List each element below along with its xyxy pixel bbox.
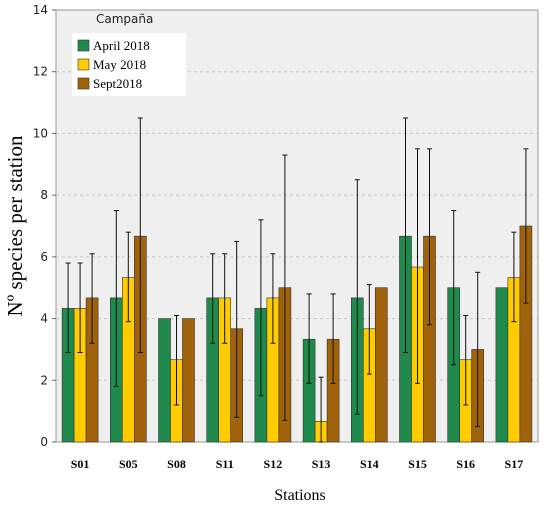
legend-label: April 2018 — [93, 38, 150, 53]
y-axis-title: Nº species per station — [3, 135, 27, 316]
x-category-label: S16 — [456, 457, 475, 471]
x-category-label: S13 — [312, 457, 331, 471]
y-axis-ticks: 0 2 4 6 8 10 12 14 — [33, 3, 56, 449]
legend-box — [72, 33, 186, 96]
bar-S08-2 — [182, 318, 195, 443]
x-category-label: S08 — [167, 457, 186, 471]
y-tick-label: 10 — [33, 126, 48, 140]
x-category-label: S01 — [71, 457, 90, 471]
legend: Campaña April 2018 May 2018 Sept2018 — [72, 12, 186, 96]
x-axis-title: Stations — [274, 487, 326, 504]
y-tick-label: 14 — [33, 3, 48, 17]
legend-label: Sept2018 — [93, 76, 142, 91]
legend-swatch — [77, 39, 90, 52]
error-bars — [65, 117, 529, 443]
x-category-label: S14 — [360, 457, 379, 471]
legend-label: May 2018 — [93, 57, 146, 72]
x-category-label: S17 — [505, 457, 524, 471]
x-category-label: S11 — [216, 457, 234, 471]
legend-title: Campaña — [96, 12, 153, 26]
legend-swatch — [77, 58, 90, 71]
y-tick-label: 4 — [40, 312, 48, 326]
bar-S14-2 — [374, 287, 388, 443]
x-axis-categories: S01 S05 S08 S11 S12 S13 S14 S15 S16 S17 — [71, 457, 523, 471]
bars — [61, 225, 533, 443]
y-tick-label: 0 — [40, 435, 48, 449]
bar-S17-0 — [495, 287, 509, 443]
bar-S08-0 — [158, 318, 171, 443]
x-category-label: S05 — [119, 457, 138, 471]
x-category-label: S12 — [264, 457, 283, 471]
y-tick-label: 6 — [40, 250, 48, 264]
y-tick-label: 12 — [33, 65, 48, 79]
x-category-label: S15 — [408, 457, 427, 471]
y-tick-label: 8 — [40, 188, 48, 202]
y-tick-label: 2 — [40, 373, 48, 387]
legend-swatch — [77, 77, 90, 90]
